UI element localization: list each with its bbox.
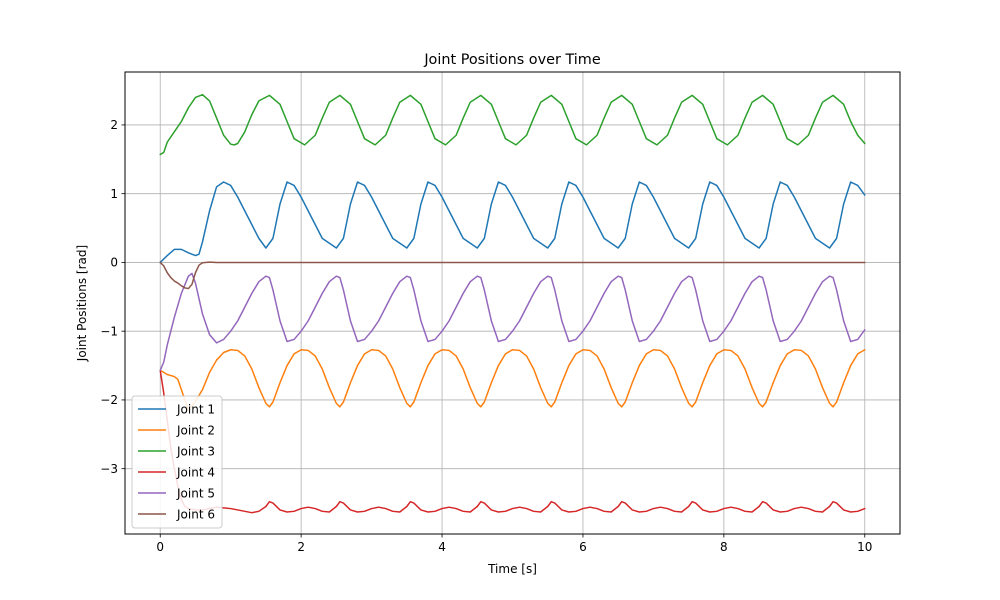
legend-label-joint-2: Joint 2 <box>176 423 215 437</box>
legend-label-joint-5: Joint 5 <box>176 486 215 500</box>
legend-label-joint-1: Joint 1 <box>176 402 215 416</box>
series-line-joint-2 <box>159 349 866 411</box>
series-line-joint-4 <box>159 369 866 514</box>
y-tick-label: 1 <box>110 187 118 201</box>
series-line-joint-1 <box>159 181 866 264</box>
legend: Joint 1 Joint 2 Joint 3 Joint 4 Joint 5 Joint… <box>131 395 223 529</box>
y-axis-label: Joint Positions [rad] <box>75 245 89 362</box>
chart-title: Joint Positions over Time <box>423 52 601 68</box>
y-tick-label: 2 <box>110 118 118 132</box>
series-line-joint-6 <box>159 261 866 290</box>
legend-label-joint-3: Joint 3 <box>176 444 215 458</box>
series-line-joint-5 <box>159 272 866 372</box>
x-tick-label: 6 <box>579 540 587 554</box>
series-group <box>159 93 866 514</box>
y-tick-label: −3 <box>100 462 118 476</box>
y-tick-label: −1 <box>100 324 118 338</box>
x-tick-label: 0 <box>156 540 164 554</box>
y-tick-label: 0 <box>110 256 118 270</box>
legend-label-joint-4: Joint 4 <box>176 465 215 479</box>
x-tick-label: 4 <box>438 540 446 554</box>
x-axis-label: Time [s] <box>487 562 537 576</box>
series-line-joint-3 <box>159 93 866 156</box>
legend-box <box>131 395 223 529</box>
x-tick-label: 10 <box>857 540 872 554</box>
plot-frame <box>124 71 901 535</box>
x-tick-label: 2 <box>297 540 305 554</box>
x-tick-label: 8 <box>720 540 728 554</box>
y-tick-label: −2 <box>100 393 118 407</box>
axis-ticks: 0 2 4 6 8 10 −3 −2 −1 0 1 2 <box>100 118 872 554</box>
legend-label-joint-6: Joint 6 <box>176 507 215 521</box>
